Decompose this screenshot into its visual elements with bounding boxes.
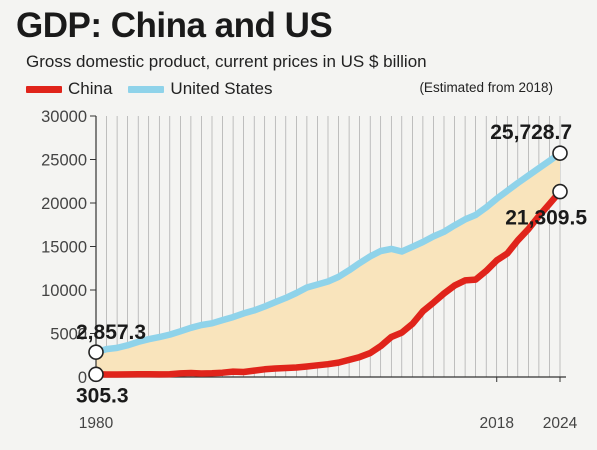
legend-label-united-states: United States: [170, 79, 273, 98]
legend-swatch-united-states: [128, 85, 165, 93]
legend-item-united-states: United States: [128, 79, 272, 99]
annotation-china-end: 21,309.5: [505, 207, 587, 230]
marker-china-end: [552, 183, 568, 200]
y-tick-label-30000: 30000: [41, 108, 87, 126]
y-tick-label-5000: 5000: [50, 326, 87, 344]
legend: China United States: [26, 78, 288, 100]
series-line-china: [92, 188, 564, 378]
x-tick-label-2024: 2024: [543, 415, 578, 432]
area-between-series: [96, 153, 560, 375]
marker-us-end: [552, 145, 568, 161]
marker-us-start: [88, 344, 104, 360]
endpoint-markers: [88, 145, 568, 383]
chart-subtitle: Gross domestic product, current prices i…: [26, 52, 427, 71]
y-axis-ticks: 0 5000 10000 15000 20000 25000 30000: [41, 108, 96, 387]
y-tick-label-15000: 15000: [41, 239, 87, 257]
annotation-us-end: 25,728.7: [490, 121, 572, 144]
x-tick-label-1980: 1980: [79, 415, 114, 432]
value-annotations: 2,857.3 305.3 25,728.7 21,309.5: [76, 121, 587, 407]
y-tick-label-0: 0: [78, 369, 87, 387]
legend-label-china: China: [68, 79, 113, 98]
chart-title: GDP: China and US: [16, 6, 333, 45]
estimate-note: (Estimated from 2018): [419, 80, 553, 95]
x-axis-ticks: 1980 2018 2024: [79, 377, 578, 432]
legend-item-china: China: [26, 79, 112, 99]
annotation-china-start: 305.3: [76, 384, 129, 407]
x-tick-label-2018: 2018: [479, 415, 513, 432]
y-tick-label-25000: 25000: [41, 152, 87, 170]
y-tick-label-20000: 20000: [41, 195, 87, 213]
series-line-united-states: [92, 149, 564, 356]
legend-swatch-china: [26, 85, 62, 93]
marker-china-start: [88, 366, 104, 383]
annotation-us-start: 2,857.3: [76, 321, 146, 344]
y-tick-label-10000: 10000: [41, 282, 87, 300]
